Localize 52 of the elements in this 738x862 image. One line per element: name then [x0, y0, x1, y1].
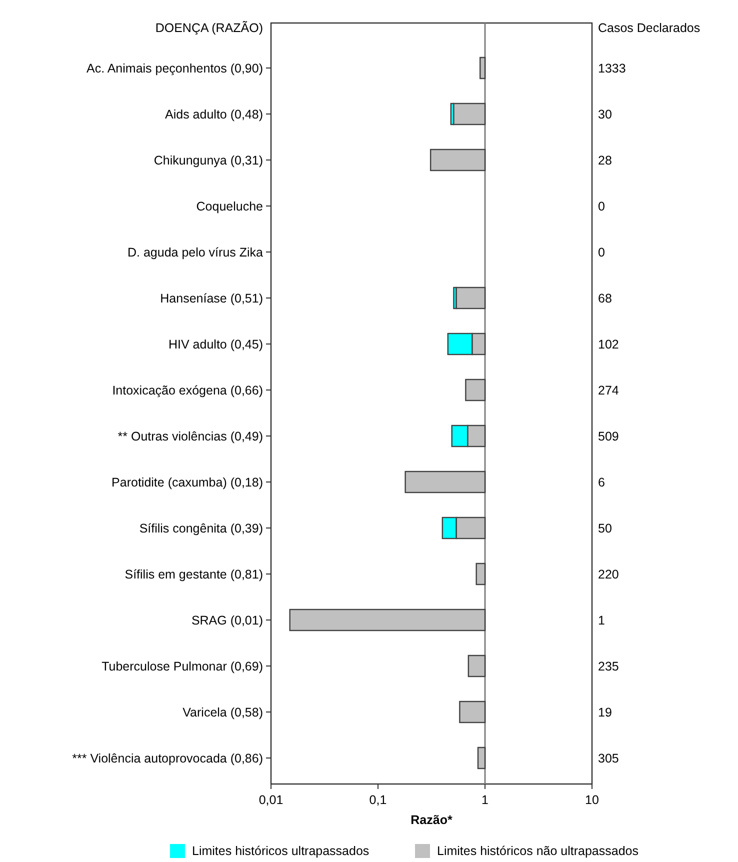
bar [468, 654, 486, 678]
y-tick-label: Chikungunya (0,31) [154, 154, 263, 168]
y-tick-label: Ac. Animais peçonhentos (0,90) [86, 62, 263, 76]
y2-tick-label: 30 [598, 108, 612, 122]
y-tick-label: Aids adulto (0,48) [165, 108, 263, 122]
y2-axis-title: Casos Declarados [598, 21, 700, 35]
y-tick-label: SRAG (0,01) [191, 614, 263, 628]
y-axis-title: DOENÇA (RAZÃO) [155, 21, 263, 35]
legend-label: Limites históricos não ultrapassados [437, 844, 638, 858]
y-tick-label: Sífilis em gestante (0,81) [124, 568, 263, 582]
y-tick-label: D. aguda pelo vírus Zika [128, 246, 264, 260]
y-tick-label: Varicela (0,58) [182, 706, 263, 720]
y2-tick-label: 0 [598, 200, 605, 214]
y2-tick-label: 305 [598, 752, 619, 766]
y-tick-label: Hanseníase (0,51) [160, 292, 263, 306]
y2-tick-label: 50 [598, 522, 612, 536]
y-tick-label: *** Violência autoprovocada (0,86) [72, 752, 263, 766]
y2-tick-label: 102 [598, 338, 619, 352]
y2-tick-label: 509 [598, 430, 619, 444]
x-tick-label: 10 [585, 793, 599, 807]
y-tick-label: Parotidite (caxumba) (0,18) [112, 476, 263, 490]
y2-tick-label: 6 [598, 476, 605, 490]
bar [430, 148, 486, 172]
y2-tick-label: 235 [598, 660, 619, 674]
y-tick-label: ** Outras violências (0,49) [118, 430, 263, 444]
x-tick-label: 1 [482, 793, 489, 807]
y2-tick-label: 1 [598, 614, 605, 628]
bar [404, 470, 486, 494]
x-axis-title: Razão* [410, 813, 452, 827]
bar [456, 286, 486, 310]
legend-label: Limites históricos ultrapassados [192, 844, 370, 858]
bar [459, 700, 486, 724]
y2-tick-label: 0 [598, 246, 605, 260]
bar [465, 378, 486, 402]
bar [289, 608, 486, 632]
y2-tick-label: 19 [598, 706, 612, 720]
y2-tick-label: 68 [598, 292, 612, 306]
y2-tick-label: 220 [598, 568, 619, 582]
x-tick-label: 0,01 [258, 793, 284, 807]
y-tick-label: HIV adulto (0,45) [168, 338, 263, 352]
y-tick-label: Coqueluche [196, 200, 264, 214]
y-tick-label: Sífilis congênita (0,39) [139, 522, 263, 536]
bar [453, 102, 486, 126]
y-tick-label: Tuberculose Pulmonar (0,69) [102, 660, 263, 674]
bar [477, 746, 486, 770]
y-tick-label: Intoxicação exógena (0,66) [112, 384, 263, 398]
y2-tick-label: 274 [598, 384, 619, 398]
y2-tick-label: 28 [598, 154, 612, 168]
x-tick-label: 0,1 [369, 793, 387, 807]
y2-tick-label: 1333 [598, 62, 626, 76]
bar [476, 562, 486, 586]
bar [480, 56, 486, 80]
